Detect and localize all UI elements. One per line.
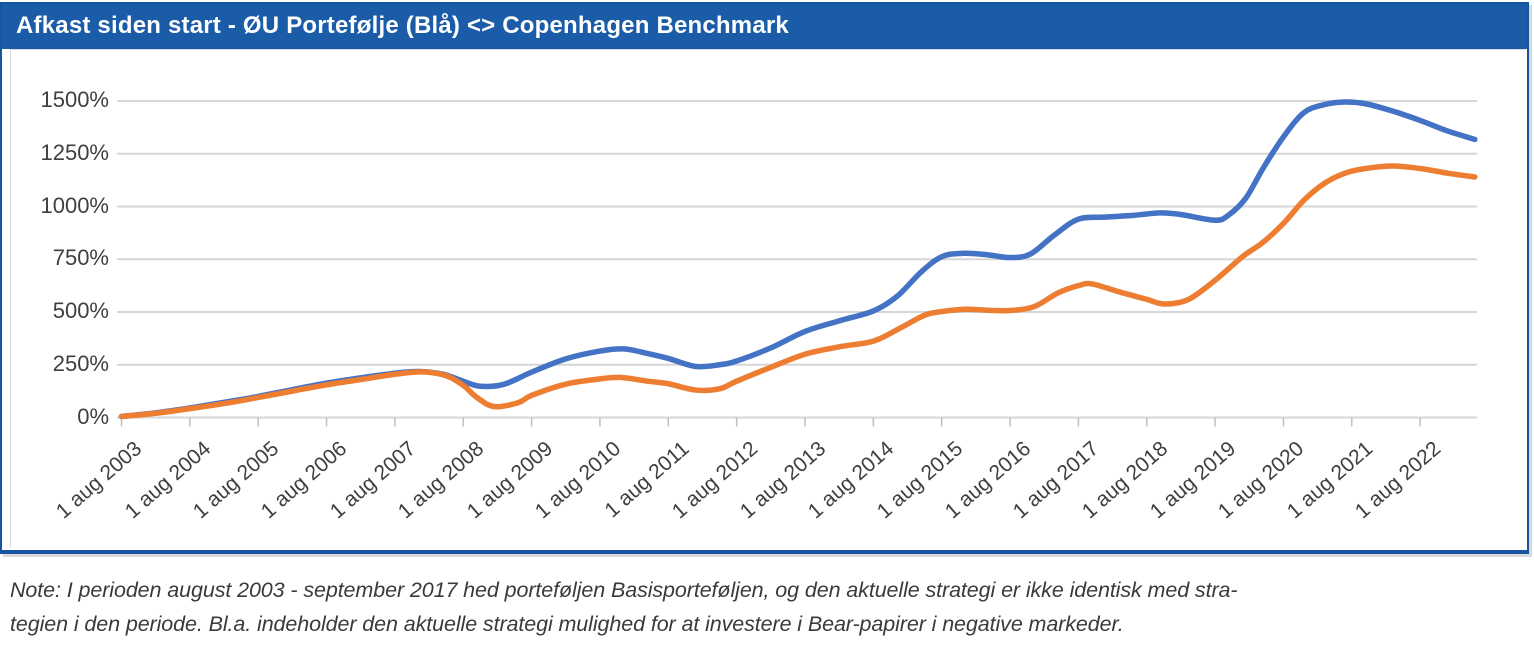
chart-title: Afkast siden start - ØU Portefølje (Blå)…: [16, 12, 789, 39]
y-tick-label: 250%: [52, 350, 109, 376]
footnote: Note: I perioden august 2003 - september…: [10, 573, 1530, 641]
y-tick-label: 750%: [52, 245, 109, 271]
plot-frame: [10, 49, 1525, 548]
y-tick-label: 1000%: [40, 192, 109, 218]
footnote-line-2: tegien i den periode. Bl.a. indeholder d…: [10, 612, 1124, 636]
y-tick-label: 500%: [52, 298, 109, 323]
chart-title-bar: Afkast siden start - ØU Portefølje (Blå)…: [2, 4, 1527, 49]
y-tick-label: 1250%: [40, 139, 109, 165]
y-tick-label: 0%: [77, 403, 109, 429]
footnote-line-1: Note: I perioden august 2003 - september…: [10, 578, 1238, 602]
y-tick-label: 1500%: [40, 87, 109, 112]
